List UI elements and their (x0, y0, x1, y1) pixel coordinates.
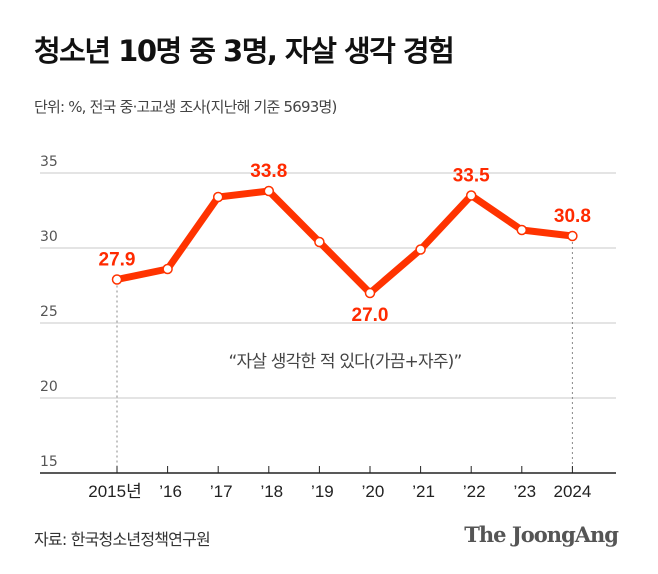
x-tick-label: ’20 (362, 482, 385, 501)
x-tick-label: ’22 (463, 482, 486, 501)
data-point (162, 263, 173, 275)
data-point (465, 190, 477, 201)
chart-subtitle: 단위: %, 전국 중·고교생 조사(지난해 기준 5693명) (34, 98, 337, 116)
x-tick-label: ’17 (210, 482, 233, 501)
data-label: 27.0 (352, 305, 389, 326)
data-point (212, 191, 224, 203)
y-tick-label: 35 (40, 154, 58, 170)
chart-annotation: “자살 생각한 적 있다(가끔+자주)” (228, 352, 461, 372)
data-point (364, 287, 376, 299)
data-point (263, 185, 275, 197)
x-tick-label: ’21 (412, 482, 435, 501)
data-label: 30.8 (554, 206, 591, 227)
x-tick-label: ’23 (513, 482, 536, 501)
x-tick-label: ’18 (260, 482, 283, 501)
x-tick-label: ’19 (311, 482, 334, 501)
data-label: 33.8 (250, 161, 287, 182)
data-label: 33.5 (453, 166, 490, 187)
source-note: 자료: 한국청소년정책연구원 (34, 530, 211, 549)
data-point (111, 274, 123, 285)
y-tick-label: 15 (40, 454, 58, 470)
y-tick-label: 25 (40, 304, 58, 320)
y-tick-label: 30 (40, 229, 58, 245)
chart-title: 청소년 10명 중 3명, 자살 생각 경험 (34, 34, 455, 68)
data-point (314, 236, 325, 248)
y-tick-label: 20 (40, 379, 58, 395)
x-tick-label: 2024 (553, 482, 591, 501)
x-tick-label: ’16 (159, 482, 182, 501)
data-point (567, 230, 578, 242)
data-label: 27.9 (99, 250, 136, 271)
x-tick-label: 2015년 (88, 482, 141, 501)
series-line (116, 187, 573, 298)
publisher-logo: The JoongAng (464, 522, 619, 547)
data-point (516, 224, 528, 236)
data-point (415, 244, 426, 255)
